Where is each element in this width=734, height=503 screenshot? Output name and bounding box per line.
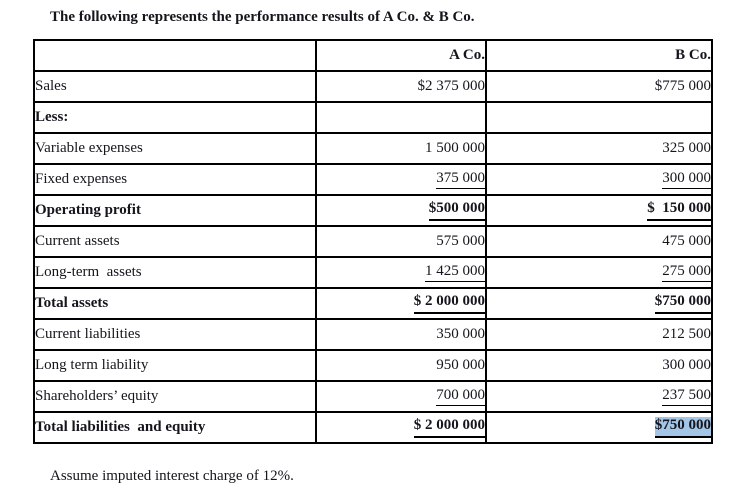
row-a-co-cell: 375 000 <box>315 163 487 196</box>
row-label: Current assets <box>35 232 120 249</box>
row-a-co-cell: 1 500 000 <box>315 132 487 165</box>
page-title: The following represents the performance… <box>50 9 475 25</box>
row-b-co-cell: 475 000 <box>485 225 713 258</box>
table-row: Current assets 575 000 475 000 <box>33 225 713 258</box>
row-a-co-cell <box>315 101 487 134</box>
row-b-co-cell: 300 000 <box>485 163 713 196</box>
footnote: Assume imputed interest charge of 12%. <box>50 468 294 484</box>
table-row: Total liabilities and equity $ 2 000 000 $… <box>33 411 713 444</box>
row-a-co-cell: 950 000 <box>315 349 487 382</box>
row-value: $ 150 000 <box>647 200 710 221</box>
row-label-cell: Long term liability <box>33 349 317 382</box>
row-value: 700 000 <box>436 387 484 407</box>
row-label: Shareholders’ equity <box>35 387 159 404</box>
row-b-co-cell: $ 150 000 <box>485 194 713 227</box>
table-header-row: A Co. B Co. <box>33 39 713 72</box>
row-value: 375 000 <box>436 170 484 190</box>
table-row: Operating profit $500 000 $ 150 000 <box>33 194 713 227</box>
row-value: 275 000 <box>662 263 710 283</box>
row-label-cell: Less: <box>33 101 317 134</box>
row-label-cell: Total assets <box>33 287 317 320</box>
table-row: Total assets $ 2 000 000 $750 000 <box>33 287 713 320</box>
row-label: Total assets <box>35 294 109 311</box>
row-label: Operating profit <box>35 201 141 218</box>
row-a-co-cell: $2 375 000 <box>315 70 487 103</box>
row-a-co-cell: 350 000 <box>315 318 487 351</box>
row-value: $500 000 <box>428 200 484 221</box>
row-value: 212 500 <box>662 325 711 342</box>
header-a-co: A Co. <box>315 39 487 72</box>
row-b-co-cell: $750 000 <box>485 411 713 444</box>
row-value: 575 000 <box>436 232 485 249</box>
row-b-co-cell: 275 000 <box>485 256 713 289</box>
table-row: Long term liability 950 000 300 000 <box>33 349 713 382</box>
row-value: 1 425 000 <box>425 263 484 283</box>
row-b-co-cell: $775 000 <box>485 70 713 103</box>
row-label: Long-term assets <box>35 263 142 280</box>
row-b-co-cell: 237 500 <box>485 380 713 413</box>
row-label: Long term liability <box>35 356 149 373</box>
row-value: 237 500 <box>662 387 710 407</box>
row-value: $2 375 000 <box>417 77 485 94</box>
row-label: Current liabilities <box>35 325 141 342</box>
table-row: Less: <box>33 101 713 134</box>
row-label: Less: <box>35 108 69 125</box>
row-label-cell: Long-term assets <box>33 256 317 289</box>
table-row: Sales $2 375 000 $775 000 <box>33 70 713 103</box>
row-label: Total liabilities and equity <box>35 418 206 435</box>
row-label: Sales <box>35 77 67 94</box>
row-label-cell: Variable expenses <box>33 132 317 165</box>
row-value: 1 500 000 <box>425 139 485 156</box>
row-a-co-cell: 575 000 <box>315 225 487 258</box>
row-b-co-cell <box>485 101 713 134</box>
row-label-cell: Current assets <box>33 225 317 258</box>
row-a-co-cell: 700 000 <box>315 380 487 413</box>
row-a-co-cell: 1 425 000 <box>315 256 487 289</box>
table-row: Variable expenses 1 500 000 325 000 <box>33 132 713 165</box>
row-label-cell: Current liabilities <box>33 318 317 351</box>
table-row: Shareholders’ equity 700 000 237 500 <box>33 380 713 413</box>
row-value: 350 000 <box>436 325 485 342</box>
row-value: $750 000 <box>654 417 710 438</box>
table-row: Current liabilities 350 000 212 500 <box>33 318 713 351</box>
row-b-co-cell: 300 000 <box>485 349 713 382</box>
row-label-cell: Fixed expenses <box>33 163 317 196</box>
row-value: 300 000 <box>662 170 710 190</box>
row-b-co-cell: 212 500 <box>485 318 713 351</box>
table-row: Fixed expenses 375 000 300 000 <box>33 163 713 196</box>
row-label-cell: Shareholders’ equity <box>33 380 317 413</box>
table-row: Long-term assets 1 425 000 275 000 <box>33 256 713 289</box>
row-value: $ 2 000 000 <box>413 293 484 314</box>
row-value: 950 000 <box>436 356 485 373</box>
row-label-cell: Operating profit <box>33 194 317 227</box>
header-empty-cell <box>33 39 317 72</box>
row-value: $750 000 <box>654 293 710 314</box>
row-a-co-cell: $ 2 000 000 <box>315 411 487 444</box>
row-value: 475 000 <box>662 232 711 249</box>
row-b-co-cell: 325 000 <box>485 132 713 165</box>
row-label: Variable expenses <box>35 139 143 156</box>
row-value: $775 000 <box>654 77 711 94</box>
row-value: 325 000 <box>662 139 711 156</box>
row-a-co-cell: $500 000 <box>315 194 487 227</box>
row-label: Fixed expenses <box>35 170 128 187</box>
row-value: 300 000 <box>662 356 711 373</box>
row-label-cell: Total liabilities and equity <box>33 411 317 444</box>
row-value: $ 2 000 000 <box>413 417 484 438</box>
row-a-co-cell: $ 2 000 000 <box>315 287 487 320</box>
row-b-co-cell: $750 000 <box>485 287 713 320</box>
header-b-co: B Co. <box>485 39 713 72</box>
row-label-cell: Sales <box>33 70 317 103</box>
performance-table: A Co. B Co. Sales $2 375 000 $775 000 Less:… <box>33 39 713 444</box>
